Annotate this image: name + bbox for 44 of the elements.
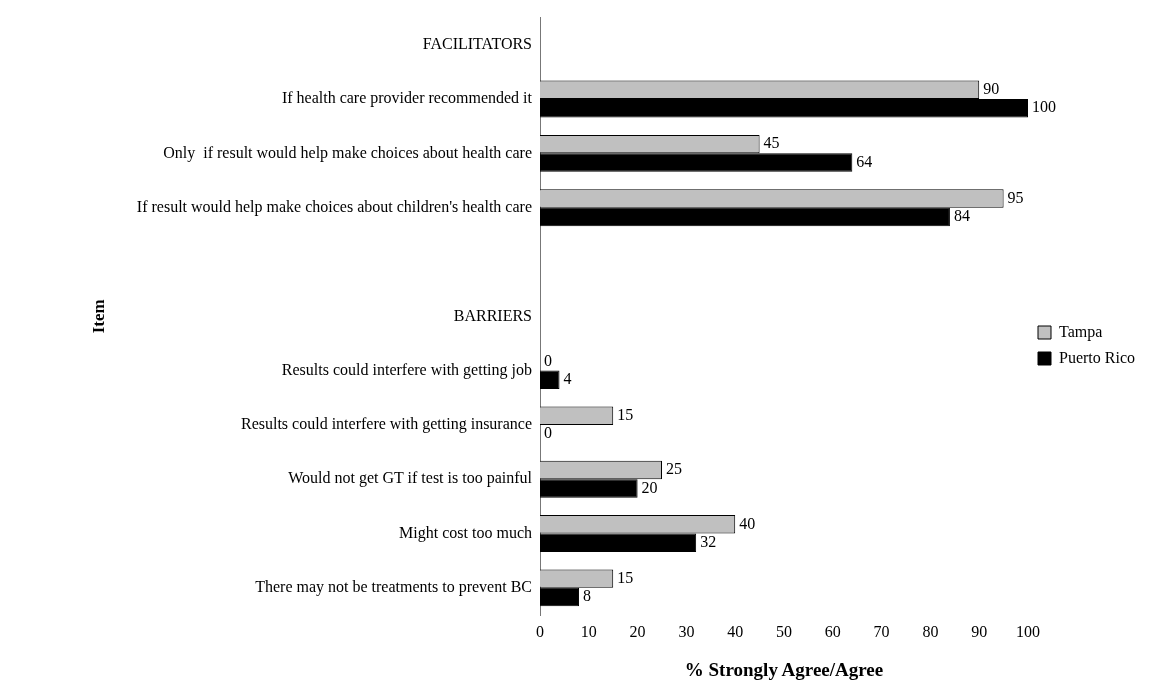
- data-label: 95: [1007, 188, 1024, 206]
- y-tick-label: FACILITATORS: [422, 34, 532, 52]
- y-tick-label: If result would help make choices about children's health care: [136, 197, 532, 216]
- bar: [540, 207, 950, 227]
- x-tick-label: 70: [873, 622, 890, 640]
- data-label: 8: [583, 587, 592, 605]
- x-axis-title: % Strongly Agree/Agree: [684, 658, 884, 680]
- data-label: 20: [641, 478, 658, 496]
- data-label: 100: [1032, 98, 1057, 116]
- bar: [540, 587, 580, 607]
- y-tick-label: Only if result would help make choices about health care: [163, 143, 532, 162]
- x-tick-label: 20: [629, 622, 646, 640]
- data-label: 15: [617, 568, 634, 586]
- data-label: 64: [856, 152, 873, 170]
- data-label: 90: [983, 80, 1000, 98]
- y-tick-label: Would not get GT if test is too painful: [288, 469, 533, 488]
- bar: [540, 533, 697, 552]
- data-label: 0: [544, 351, 552, 369]
- y-tick-label: Might cost too much: [399, 523, 532, 542]
- data-label: 4: [563, 370, 572, 388]
- y-axis-title: Item: [88, 299, 108, 334]
- y-tick-label: Results could interfere with getting insurance: [240, 415, 532, 434]
- data-label: 84: [953, 207, 970, 225]
- y-tick-label: Results could interfere with getting job: [281, 360, 532, 379]
- y-tick-label: BARRIERS: [453, 306, 532, 324]
- x-tick-label: 30: [678, 622, 695, 640]
- data-label: 0: [544, 424, 552, 442]
- legend-label: Tampa: [1059, 322, 1103, 341]
- x-tick-label: 80: [922, 622, 939, 640]
- x-tick-label: 60: [824, 622, 841, 640]
- data-label: 32: [700, 532, 717, 550]
- legend-label: Puerto Rico: [1059, 348, 1136, 366]
- x-tick-label: 50: [776, 622, 792, 640]
- data-label: 45: [763, 134, 780, 152]
- data-label: 15: [617, 405, 634, 423]
- y-tick-label: If health care provider recommended it: [281, 89, 533, 108]
- data-label: 25: [666, 460, 682, 478]
- data-label: 40: [739, 514, 756, 532]
- x-tick-label: 90: [971, 622, 988, 640]
- x-tick-label: 40: [727, 622, 744, 640]
- x-tick-label: 10: [580, 622, 597, 640]
- y-tick-label: There may not be treatments to prevent BC: [255, 578, 532, 597]
- x-tick-label: 100: [1016, 622, 1041, 640]
- x-tick-label: 0: [536, 622, 544, 640]
